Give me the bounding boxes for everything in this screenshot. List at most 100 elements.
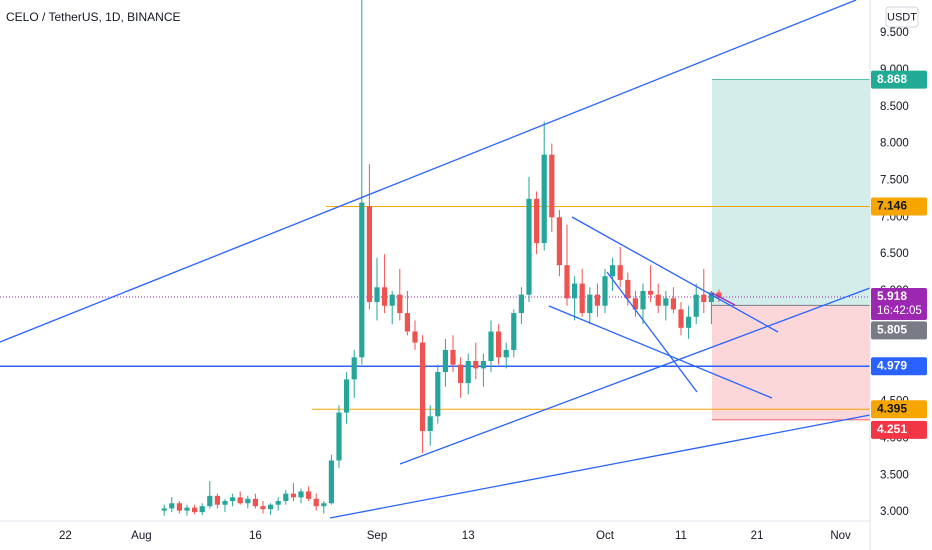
- candle-body: [389, 294, 395, 306]
- price-tag-label: 4.395: [877, 401, 907, 415]
- candle-body: [663, 298, 669, 306]
- price-tag: [871, 197, 927, 216]
- candle-body: [511, 313, 517, 350]
- candle-body: [268, 504, 274, 510]
- x-tick-label: Sep: [367, 530, 387, 542]
- candle-body: [290, 493, 296, 498]
- price-tag-label: 5.805: [877, 323, 907, 337]
- candle-body: [655, 294, 661, 306]
- candle-body: [693, 294, 699, 317]
- candle-body: [336, 412, 342, 461]
- candle-body: [230, 497, 236, 502]
- candle-body: [450, 349, 456, 365]
- x-tick-label: 22: [59, 530, 72, 542]
- candle-body: [518, 294, 524, 314]
- trend-line: [711, 292, 736, 306]
- candle-body: [549, 154, 555, 218]
- trend-line: [548, 305, 773, 399]
- candle-body: [245, 498, 251, 504]
- price-tag-label: 4.251: [877, 422, 907, 436]
- price-tag-label: 7.146: [877, 199, 907, 213]
- candle-body: [670, 298, 676, 310]
- candle-body: [351, 357, 357, 380]
- candle-body: [503, 349, 509, 358]
- candle-body: [382, 287, 388, 306]
- candle-body: [214, 495, 220, 505]
- x-tick-label: Oct: [596, 530, 615, 542]
- candle-body: [587, 294, 593, 314]
- candle-body: [534, 198, 540, 244]
- candle-body: [708, 292, 714, 303]
- candle-body: [602, 276, 608, 306]
- candle-body: [701, 294, 707, 303]
- price-tag: [871, 288, 927, 321]
- trend-line: [606, 271, 698, 393]
- candle-body: [192, 507, 198, 513]
- candle-body: [716, 292, 722, 298]
- candle-body: [366, 206, 372, 303]
- candle-body: [237, 497, 243, 504]
- candle-body: [564, 265, 570, 299]
- y-tick-label: 8.500: [880, 101, 909, 113]
- candle-body: [488, 331, 494, 361]
- trend-lines: [0, 0, 871, 519]
- candle-body: [275, 501, 281, 505]
- candle-body: [359, 202, 365, 358]
- candle-body: [313, 498, 319, 507]
- y-tick-label: 7.500: [880, 174, 909, 186]
- target-zone: [712, 79, 870, 306]
- candle-body: [176, 503, 182, 511]
- candle-body: [374, 287, 380, 303]
- trend-line: [0, 0, 857, 343]
- price-axis: [870, 0, 932, 550]
- candle-body: [556, 217, 562, 266]
- candle-body: [686, 316, 692, 328]
- candle-body: [420, 342, 426, 432]
- candle-body: [397, 294, 403, 314]
- x-tick-label: Nov: [830, 530, 851, 542]
- time-axis: [0, 521, 870, 550]
- candle-body: [579, 283, 585, 314]
- currency-label[interactable]: USDT: [887, 11, 917, 23]
- trend-line: [399, 287, 871, 465]
- price-tag: [871, 357, 927, 376]
- y-tick-label: 8.000: [880, 138, 909, 150]
- candle-body: [572, 283, 578, 299]
- x-tick-label: 21: [751, 530, 764, 542]
- candle-body: [678, 309, 684, 328]
- candle-body: [526, 198, 532, 295]
- candle-body: [207, 495, 213, 507]
- currency-button[interactable]: [885, 6, 919, 28]
- candle-body: [640, 290, 646, 310]
- x-tick-label: 16: [249, 530, 262, 542]
- candle-body: [222, 501, 228, 505]
- candle-body: [184, 507, 190, 511]
- stop-zone: [712, 305, 870, 420]
- candle-body: [465, 360, 471, 384]
- candle-body: [252, 498, 258, 507]
- y-tick-label: 3.500: [880, 469, 909, 481]
- x-tick-label: 11: [675, 530, 687, 542]
- price-tag: [871, 70, 927, 89]
- candle-body: [328, 460, 334, 504]
- chart-title: CELO / TetherUS, 1D, BINANCE: [6, 10, 181, 24]
- price-tag-label: 5.918: [877, 289, 907, 303]
- y-tick-label: 3.000: [880, 506, 909, 518]
- price-tag: [871, 400, 927, 419]
- candle-body: [496, 331, 502, 358]
- trend-line: [571, 216, 779, 333]
- candle-body: [412, 331, 418, 343]
- candle-body: [435, 372, 441, 417]
- price-tag: [871, 321, 927, 340]
- candle-body: [610, 265, 616, 277]
- candle-body: [458, 364, 464, 384]
- axes: 9.5009.0008.5008.0007.5007.0006.5006.000…: [59, 27, 927, 542]
- plot: [0, 0, 870, 516]
- candle-body: [306, 491, 312, 499]
- candle-body: [648, 290, 654, 295]
- candle-body: [480, 360, 486, 369]
- candle-body: [344, 379, 350, 413]
- candle-body: [260, 506, 266, 510]
- countdown: 16:42:05: [877, 305, 922, 317]
